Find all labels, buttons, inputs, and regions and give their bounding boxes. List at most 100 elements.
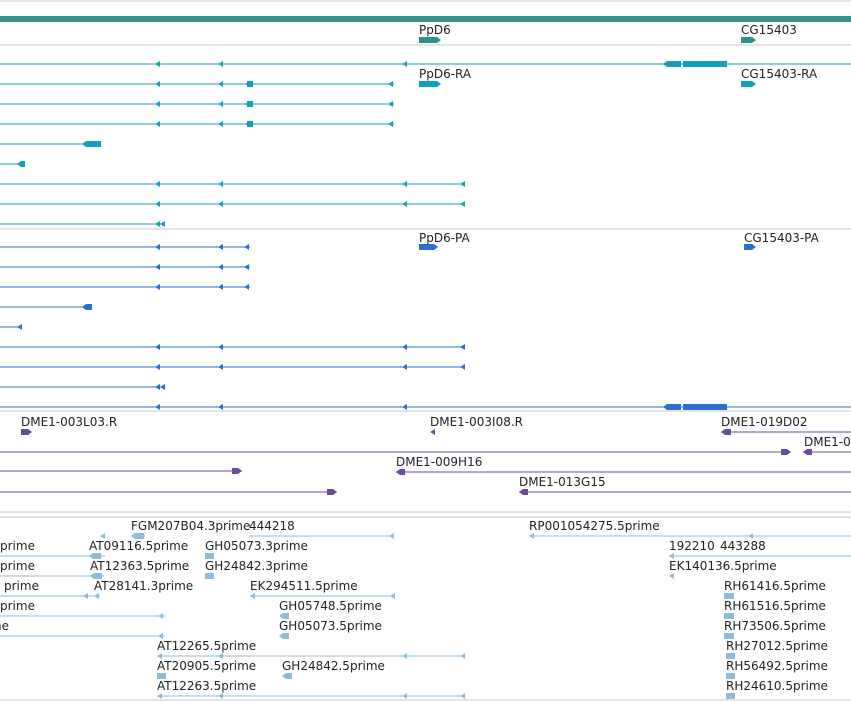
est-label[interactable]: RP001054275.5prime xyxy=(529,519,660,533)
protein-label-cg15403-pa[interactable]: CG15403-PA xyxy=(744,231,819,245)
est-label[interactable]: prime xyxy=(0,619,9,633)
est-glyph xyxy=(157,653,162,659)
strand-arrow xyxy=(155,344,160,350)
protein-label-ppd6-pa[interactable]: PpD6-PA xyxy=(419,231,470,245)
strand-arrow xyxy=(218,364,223,370)
est-glyph xyxy=(726,673,735,679)
est-label[interactable]: GH05073.3prime xyxy=(205,539,308,553)
gene-glyph xyxy=(741,37,756,43)
est-label[interactable]: GH05073.5prime xyxy=(279,619,382,633)
est-label[interactable]: RH27012.5prime xyxy=(726,639,828,653)
strand-arrow xyxy=(218,181,223,187)
est-label[interactable]: 444218 xyxy=(249,519,295,533)
transcript-label-ppd6-ra[interactable]: PpD6-RA xyxy=(419,67,472,81)
est-label[interactable]: AT20905.5prime xyxy=(157,659,257,673)
est-label[interactable]: AT12263.5prime xyxy=(157,679,257,693)
est-glyph xyxy=(100,533,105,539)
est-glyph xyxy=(726,693,735,699)
est-glyph xyxy=(748,533,753,539)
est-glyph xyxy=(282,673,292,679)
est-label[interactable]: RH61416.5prime xyxy=(724,579,826,593)
exon-block xyxy=(247,81,253,87)
strand-arrow xyxy=(402,404,407,410)
gene-label-ppd6[interactable]: PpD6 xyxy=(419,23,451,37)
est-glyph xyxy=(158,633,163,639)
strand-arrow xyxy=(218,264,223,270)
est-label[interactable]: GH05748.5prime xyxy=(279,599,382,613)
clone-label[interactable]: DME1-009H16 xyxy=(396,455,483,469)
exon-block xyxy=(82,304,92,310)
strand-arrow xyxy=(218,121,223,127)
clone-label[interactable]: DME1-013G15 xyxy=(519,475,606,489)
est-glyph xyxy=(90,573,102,579)
clone-glyph xyxy=(803,449,812,455)
strand-arrow xyxy=(155,384,160,390)
est-label[interactable]: RH61516.5prime xyxy=(724,599,826,613)
est-glyph xyxy=(218,693,223,699)
strand-arrow xyxy=(155,201,160,207)
track-header-bar xyxy=(0,16,851,22)
strand-arrow xyxy=(155,181,160,187)
strand-arrow xyxy=(155,81,160,87)
est-label[interactable]: EK140136.5prime xyxy=(669,559,777,573)
strand-arrow xyxy=(155,221,160,227)
est-label[interactable]: AT12363.5prime xyxy=(90,559,190,573)
est-label[interactable]: AT28141.3prime xyxy=(94,579,194,593)
est-glyph xyxy=(669,573,674,579)
clone-glyph xyxy=(430,429,435,435)
strand-arrow xyxy=(388,101,393,107)
strand-arrow xyxy=(460,344,465,350)
est-label[interactable]: RH56492.5prime xyxy=(726,659,828,673)
exon-block xyxy=(663,61,681,67)
exon-block xyxy=(683,404,727,410)
est-glyph xyxy=(131,533,144,539)
exon-block xyxy=(247,121,253,127)
clone-label[interactable]: DME1-003L03.R xyxy=(21,415,118,429)
est-label[interactable]: GH24842.5prime xyxy=(282,659,385,673)
est-label[interactable]: prime xyxy=(4,579,39,593)
strand-arrow xyxy=(218,101,223,107)
est-label[interactable]: 443288 xyxy=(720,539,766,553)
est-glyph xyxy=(218,653,223,659)
est-glyph xyxy=(157,673,166,679)
est-label[interactable]: 192210 xyxy=(669,539,715,553)
est-glyph xyxy=(279,633,289,639)
clone-label[interactable]: DME1-0 xyxy=(804,435,851,449)
exon-block xyxy=(419,81,441,87)
est-glyph xyxy=(724,633,734,639)
est-glyph xyxy=(402,693,407,699)
strand-arrow xyxy=(155,284,160,290)
est-label[interactable]: prime xyxy=(0,539,35,553)
clone-glyph xyxy=(327,489,337,495)
strand-arrow xyxy=(402,201,407,207)
strand-arrow xyxy=(155,264,160,270)
est-label[interactable]: FGM207B04.3prime xyxy=(131,519,251,533)
est-glyph xyxy=(89,553,101,559)
clone-glyph xyxy=(519,489,528,495)
strand-arrow xyxy=(155,121,160,127)
clone-label[interactable]: DME1-003I08.R xyxy=(430,415,524,429)
transcript-label-cg15403-ra[interactable]: CG15403-RA xyxy=(741,67,818,81)
est-glyph xyxy=(158,613,163,619)
est-label[interactable]: AT12265.5prime xyxy=(157,639,257,653)
exon-block xyxy=(663,404,681,410)
strand-arrow xyxy=(460,201,465,207)
strand-arrow xyxy=(155,244,160,250)
clone-label[interactable]: DME1-019D02 xyxy=(721,415,808,429)
est-label[interactable]: prime xyxy=(0,559,35,573)
strand-arrow xyxy=(460,364,465,370)
exon-block xyxy=(683,61,727,67)
est-glyph xyxy=(529,533,534,539)
strand-arrow xyxy=(402,61,407,67)
strand-arrow xyxy=(244,264,249,270)
est-label[interactable]: RH73506.5prime xyxy=(724,619,826,633)
est-label[interactable]: AT09116.5prime xyxy=(89,539,189,553)
est-label[interactable]: prime xyxy=(0,599,35,613)
est-label[interactable]: RH24610.5prime xyxy=(726,679,828,693)
strand-arrow xyxy=(218,344,223,350)
gene-label-cg15403[interactable]: CG15403 xyxy=(741,23,797,37)
est-label[interactable]: EK294511.5prime xyxy=(250,579,358,593)
est-label[interactable]: GH24842.3prime xyxy=(205,559,308,573)
exon-block xyxy=(419,244,438,250)
